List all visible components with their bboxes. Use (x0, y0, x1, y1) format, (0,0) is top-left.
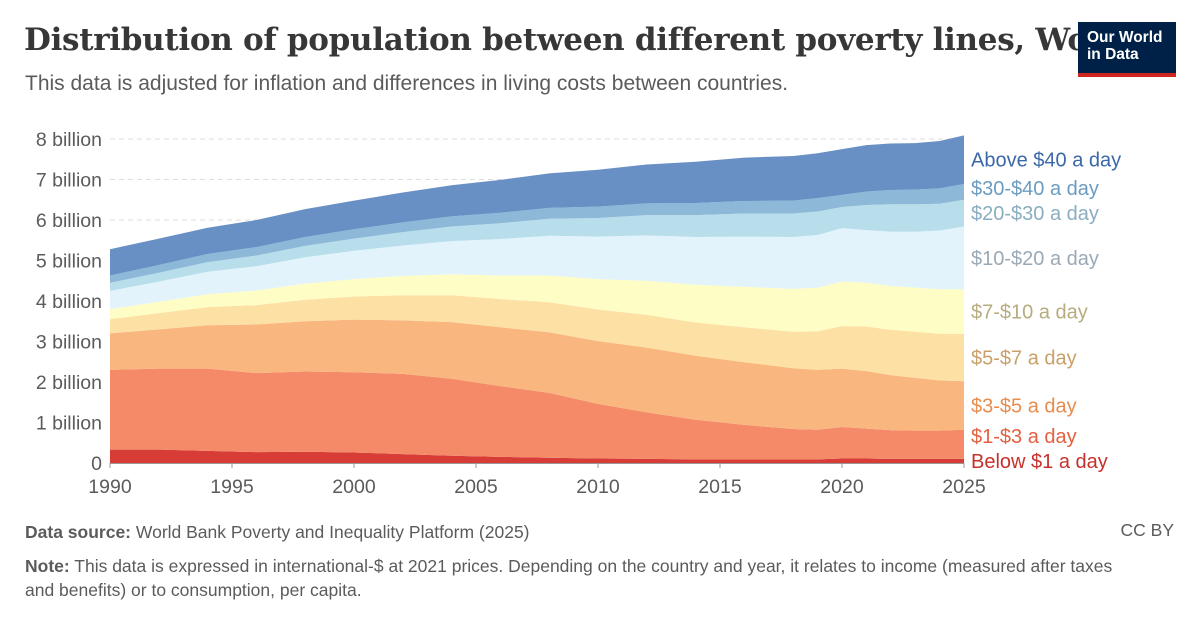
axes: 1990 1995 2000 2005 2010 2015 2020 2025 (88, 463, 986, 498)
series-label-above-40-a-day: Above $40 a day (971, 150, 1121, 172)
series-label-3-5-a-day: $3-$5 a day (971, 395, 1077, 417)
series-label-30-40-a-day: $30-$40 a day (971, 178, 1099, 200)
owid-logo[interactable]: Our World in Data (1078, 22, 1176, 77)
note-label: Note: (25, 556, 70, 576)
series-label-5-7-a-day: $5-$7 a day (971, 347, 1077, 369)
y-tick-label: 4 billion (36, 291, 102, 313)
x-tick-label: 2000 (332, 476, 376, 498)
series-label-10-20-a-day: $10-$20 a day (971, 248, 1099, 270)
logo-line-2: in Data (1087, 46, 1139, 63)
y-tick-label: 0 (91, 453, 102, 475)
chart-title: Distribution of population between diffe… (24, 22, 1137, 58)
area-3-5-a-day[interactable] (110, 319, 964, 431)
area-below-1-a-day[interactable] (110, 449, 964, 463)
series-label-below-1-a-day: Below $1 a day (971, 451, 1108, 473)
x-tick-label: 2020 (820, 476, 864, 498)
y-tick-label: 3 billion (36, 332, 102, 354)
x-tick-label: 2005 (454, 476, 498, 498)
area-5-7-a-day[interactable] (110, 295, 964, 382)
series-labels: Below $1 a day $1-$3 a day $3-$5 a day $5-$… (971, 150, 1121, 473)
license-link[interactable]: CC BY (1120, 520, 1174, 540)
area-30-40-a-day[interactable] (110, 184, 964, 283)
y-tick-label: 2 billion (36, 372, 102, 394)
logo-line-1: Our World (1087, 29, 1163, 46)
note-text: This data is expressed in international-… (25, 556, 1113, 600)
y-tick-label: 1 billion (36, 413, 102, 435)
data-source: Data source: World Bank Poverty and Ineq… (25, 520, 530, 544)
x-tick-label: 2015 (698, 476, 742, 498)
area-7-10-a-day[interactable] (110, 274, 964, 334)
area-20-30-a-day[interactable] (110, 199, 964, 291)
x-tick-label: 2010 (576, 476, 620, 498)
chart-subtitle: This data is adjusted for inflation and … (25, 72, 789, 95)
area-above-40-a-day[interactable] (110, 135, 964, 276)
x-tick-label: 1995 (210, 476, 254, 498)
x-tick-label: 2025 (942, 476, 986, 498)
y-tick-label: 6 billion (36, 210, 102, 232)
source-label: Data source: (25, 522, 132, 542)
y-tick-label: 8 billion (36, 129, 102, 151)
y-tick-label: 7 billion (36, 170, 102, 192)
area-10-20-a-day[interactable] (110, 226, 964, 310)
y-tick-label: 5 billion (36, 251, 102, 273)
area-1-3-a-day[interactable] (110, 368, 964, 460)
series-label-7-10-a-day: $7-$10 a day (971, 302, 1088, 324)
series-label-20-30-a-day: $20-$30 a day (971, 203, 1099, 225)
series-label-1-3-a-day: $1-$3 a day (971, 426, 1077, 448)
chart-note: Note: This data is expressed in internat… (25, 554, 1145, 602)
area-series (110, 135, 964, 463)
x-tick-label: 1990 (88, 476, 132, 498)
source-text[interactable]: World Bank Poverty and Inequality Platfo… (135, 522, 530, 542)
